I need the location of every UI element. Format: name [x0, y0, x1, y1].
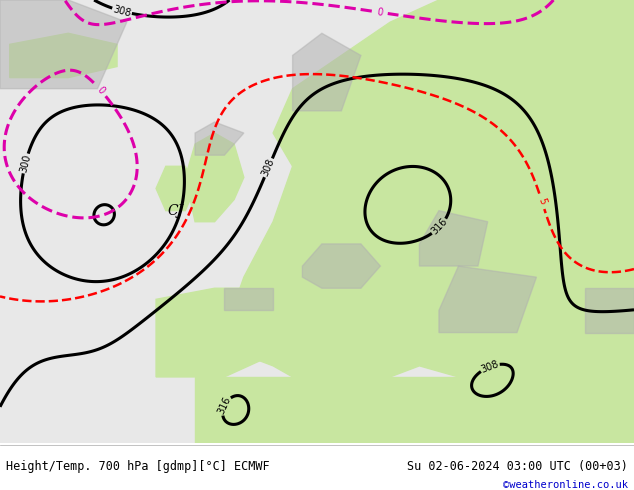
Text: 316: 316	[216, 395, 233, 416]
Text: Su 02-06-2024 03:00 UTC (00+03): Su 02-06-2024 03:00 UTC (00+03)	[407, 460, 628, 473]
Text: 0: 0	[94, 84, 107, 96]
Polygon shape	[273, 0, 488, 166]
Text: Height/Temp. 700 hPa [gdmp][°C] ECMWF: Height/Temp. 700 hPa [gdmp][°C] ECMWF	[6, 460, 270, 473]
Polygon shape	[195, 122, 244, 155]
Polygon shape	[585, 288, 634, 333]
Text: 300: 300	[18, 153, 32, 173]
Text: 308: 308	[479, 359, 500, 375]
Text: 316: 316	[430, 217, 450, 237]
Text: 0: 0	[376, 7, 384, 18]
Polygon shape	[195, 377, 634, 443]
Polygon shape	[0, 0, 634, 443]
Text: 5: 5	[536, 197, 548, 206]
Polygon shape	[293, 33, 361, 111]
Text: 308: 308	[261, 157, 276, 178]
Polygon shape	[439, 266, 536, 333]
Polygon shape	[156, 288, 273, 377]
Polygon shape	[224, 0, 634, 388]
Text: ©weatheronline.co.uk: ©weatheronline.co.uk	[503, 480, 628, 490]
Polygon shape	[10, 33, 117, 77]
Polygon shape	[224, 288, 273, 311]
Polygon shape	[420, 211, 488, 266]
Polygon shape	[156, 166, 195, 211]
Text: 308: 308	[112, 4, 132, 18]
Polygon shape	[185, 133, 244, 221]
Polygon shape	[302, 244, 380, 288]
Text: CJ: CJ	[167, 204, 184, 218]
Polygon shape	[439, 0, 634, 333]
Polygon shape	[0, 0, 127, 89]
